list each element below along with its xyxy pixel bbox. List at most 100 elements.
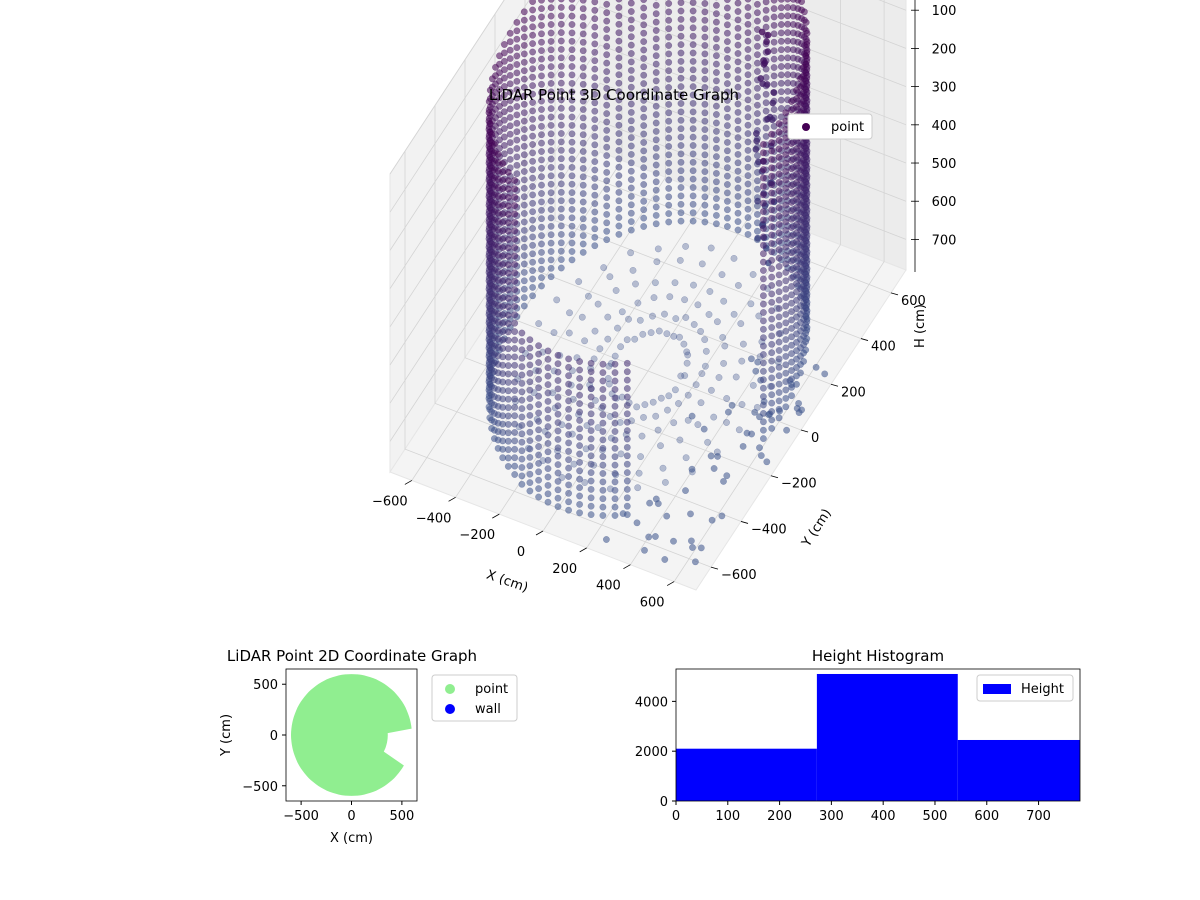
y-axis-label: Y (cm) (219, 714, 234, 757)
data-point (782, 193, 790, 201)
data-point (538, 248, 545, 256)
data-point (723, 38, 731, 46)
data-point (520, 50, 528, 58)
data-point (759, 359, 767, 367)
data-point (591, 0, 599, 6)
data-point (494, 150, 502, 158)
data-point (579, 72, 587, 80)
data-point (579, 114, 587, 122)
data-point (652, 18, 660, 26)
data-point (665, 159, 673, 167)
data-point (612, 287, 620, 294)
data-point (782, 336, 790, 344)
data-point (579, 181, 587, 189)
data-point (670, 332, 678, 340)
data-point (652, 52, 660, 60)
data-point (544, 456, 552, 464)
data-point (734, 66, 742, 74)
data-point (520, 33, 528, 41)
data-point (513, 94, 521, 102)
data-point (506, 105, 514, 113)
data-point (782, 218, 790, 226)
data-point (700, 425, 708, 433)
data-point (768, 391, 776, 399)
legend-marker-height (983, 684, 1011, 694)
data-point (623, 427, 631, 435)
histogram-bar (676, 748, 817, 801)
data-point (707, 386, 715, 394)
data-point (511, 420, 519, 428)
data-point (611, 411, 619, 419)
data-point (504, 420, 512, 428)
data-point (535, 417, 543, 425)
data-point (712, 178, 720, 186)
data-point (793, 246, 800, 254)
data-point (553, 296, 561, 304)
data-point (793, 145, 800, 153)
data-point (689, 192, 697, 200)
data-point (488, 130, 496, 138)
data-point (535, 375, 543, 383)
data-point (568, 248, 576, 255)
data-point (547, 21, 555, 28)
data-point (764, 115, 771, 123)
data-point (538, 55, 545, 63)
data-point (506, 122, 514, 130)
data-point (734, 58, 742, 66)
data-point (671, 279, 679, 287)
data-point (683, 348, 691, 356)
data-point (652, 43, 660, 51)
data-point (535, 485, 543, 493)
data-point (775, 254, 783, 262)
data-point (599, 470, 607, 477)
data-point (579, 164, 587, 172)
data-point (689, 150, 697, 158)
data-point (640, 122, 648, 130)
data-point (547, 180, 555, 188)
data-point (689, 217, 697, 225)
data-point (581, 479, 589, 486)
data-point (684, 416, 692, 424)
data-point (782, 352, 790, 360)
data-point (670, 419, 678, 427)
data-point (599, 453, 607, 461)
data-point (535, 443, 543, 451)
data-point (547, 130, 555, 138)
data-point (723, 96, 731, 104)
data-point (672, 315, 680, 323)
data-point (762, 107, 770, 115)
data-point (511, 210, 519, 218)
data-point (623, 435, 631, 443)
data-point (520, 126, 528, 133)
data-point (788, 367, 796, 374)
legend-marker-wall (445, 704, 455, 714)
data-point (544, 414, 552, 422)
data-point (520, 252, 528, 260)
data-point (576, 467, 584, 475)
data-point (759, 334, 767, 342)
data-point (712, 111, 720, 118)
data-point (661, 478, 669, 486)
data-point (603, 202, 611, 210)
data-point (734, 218, 742, 226)
data-point (652, 1, 660, 9)
data-point (649, 312, 656, 320)
y-tick-label: −400 (751, 522, 787, 537)
data-point (701, 201, 709, 209)
data-point (782, 378, 790, 386)
data-point (723, 4, 731, 12)
data-point (518, 363, 526, 371)
data-point (640, 139, 648, 146)
data-point (753, 110, 761, 118)
data-point (518, 421, 526, 429)
data-point (554, 410, 562, 418)
data-point (782, 142, 790, 150)
data-point (654, 426, 662, 434)
data-point (511, 370, 519, 378)
data-point (544, 439, 552, 447)
data-point (557, 264, 565, 272)
data-point (511, 429, 519, 436)
data-point (529, 225, 537, 232)
data-point (788, 98, 796, 105)
x-tick (579, 547, 587, 553)
